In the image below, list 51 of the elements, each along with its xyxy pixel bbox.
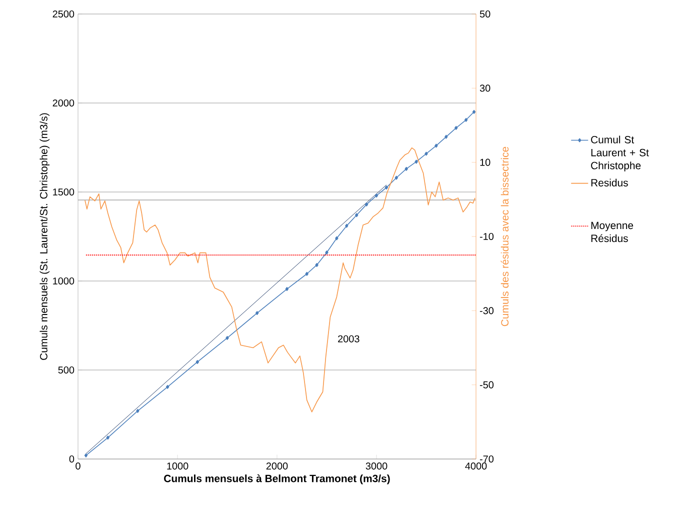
y-tick-label: 0 — [69, 455, 74, 463]
point — [196, 360, 199, 364]
y-tick-label: 1500 — [53, 188, 74, 196]
y-tick-label: 2000 — [52, 99, 74, 107]
x-tick-label: 2000 — [266, 462, 288, 470]
point — [444, 134, 448, 139]
point — [454, 126, 458, 130]
x-tick-label: 3000 — [366, 462, 388, 470]
point — [345, 224, 348, 228]
x-tick-label: 4000 — [465, 462, 487, 470]
point — [414, 160, 418, 164]
point — [136, 408, 140, 413]
annotation: 2003 — [338, 335, 360, 342]
point — [394, 176, 398, 180]
point — [355, 213, 358, 218]
point — [464, 118, 468, 122]
legend-label: Residus — [591, 178, 628, 186]
point — [384, 186, 388, 190]
y2-tick-label: -50 — [480, 381, 494, 388]
y2-axis-title: Cumuls des résidus avec la bissectrice — [500, 146, 509, 326]
point — [404, 166, 408, 171]
y-tick-label: 1000 — [53, 277, 74, 285]
point — [315, 262, 318, 267]
point — [305, 272, 308, 276]
point — [256, 311, 259, 316]
y2-tick-label: 50 — [480, 10, 490, 18]
y-axis-title: Cumuls mensuels (St. Laurent/St. Christophe) (m3/s) — [40, 113, 50, 360]
point — [285, 287, 289, 291]
point — [106, 436, 110, 440]
x-axis-title: Cumuls mensuels à Belmont Tramonet (m3/s) — [164, 474, 390, 484]
y-tick-label: 2500 — [52, 10, 74, 18]
y2-tick-label: -10 — [480, 232, 494, 240]
point — [84, 453, 88, 458]
point — [472, 110, 476, 114]
point — [434, 144, 438, 148]
y2-tick-label: 10 — [480, 158, 490, 166]
point — [364, 202, 368, 206]
point — [226, 336, 229, 340]
y2-tick-label: -30 — [480, 307, 494, 314]
x-tick-label: 0 — [76, 462, 80, 470]
y-tick-label: 500 — [58, 366, 74, 374]
point — [325, 250, 328, 255]
x-tick-label: 1000 — [167, 462, 188, 470]
y2-tick-label: -70 — [480, 455, 494, 463]
point — [335, 236, 338, 240]
point — [166, 384, 170, 389]
legend-label: Cumul St Laurent + St Christophe — [591, 136, 649, 172]
point — [374, 194, 378, 198]
point — [424, 152, 428, 156]
legend-label: Moyenne Résidus — [591, 222, 634, 242]
y2-tick-label: 30 — [480, 84, 490, 92]
